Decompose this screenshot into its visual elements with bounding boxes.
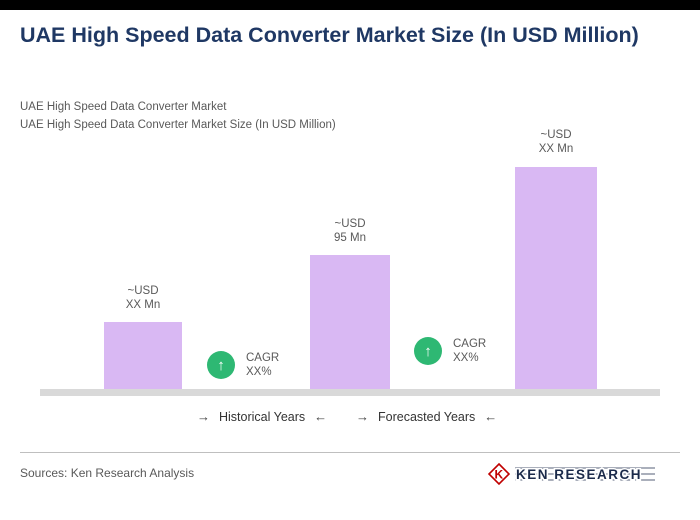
- right-arrow-icon: →: [356, 409, 369, 424]
- cagr2-value: XX%: [453, 352, 479, 364]
- logo-k-letter: K: [495, 468, 504, 482]
- cagr1-value: XX%: [246, 366, 272, 378]
- sources-text: Sources: Ken Research Analysis: [20, 466, 195, 480]
- axis-section-forecasted: → Forecasted Years ←: [356, 409, 497, 424]
- cagr2-label: CAGR: [453, 338, 487, 350]
- logo-text: KEN RESEARCH: [516, 467, 642, 482]
- left-arrow-icon: ←: [314, 409, 328, 424]
- bar-value-label-3: ~USD XX Mn: [495, 128, 617, 156]
- growth-up-arrow-icon: ↑: [207, 351, 235, 379]
- footer-divider: [20, 452, 680, 453]
- bar-historical: [104, 322, 182, 396]
- cagr-text-1: CAGR XX%: [246, 351, 279, 379]
- growth-up-arrow-icon: ↑: [414, 337, 442, 365]
- bar2-label-bottom: 95 Mn: [334, 232, 366, 244]
- bar3-label-bottom: XX Mn: [538, 143, 574, 155]
- left-arrow-icon: ←: [484, 409, 498, 424]
- ken-research-logo: K KEN RESEARCH: [487, 462, 655, 486]
- cagr-text-2: CAGR XX%: [453, 337, 486, 365]
- axis-section-historical: → Historical Years ←: [197, 409, 327, 424]
- bar-chart: ~USD XX Mn ~USD 95 Mn ~USD XX Mn ↑ CAGR …: [40, 120, 660, 396]
- subtitle-line-2: UAE High Speed Data Converter Market Siz…: [20, 119, 336, 131]
- subtitle-line-1: UAE High Speed Data Converter Market: [20, 101, 227, 113]
- bar-forecast: [515, 167, 597, 396]
- bar1-label-top: ~USD: [127, 285, 159, 297]
- right-arrow-icon: →: [197, 409, 210, 424]
- cagr-badge-forecast: ↑ CAGR XX%: [414, 337, 486, 365]
- page-title: UAE High Speed Data Converter Market Siz…: [20, 23, 639, 47]
- cagr-badge-historical: ↑ CAGR XX%: [207, 351, 279, 379]
- historical-years-label: Historical Years: [219, 409, 306, 424]
- cagr1-label: CAGR: [246, 352, 280, 364]
- forecasted-years-label: Forecasted Years: [378, 409, 476, 424]
- x-axis-baseline: [40, 389, 660, 396]
- bar-base-year: [310, 255, 390, 396]
- logo-diamond-icon: [487, 462, 511, 486]
- chart-subtitle: UAE High Speed Data Converter Market UAE…: [20, 98, 336, 134]
- top-black-bar: [0, 0, 700, 10]
- bar-value-label-1: ~USD XX Mn: [84, 284, 202, 312]
- bar3-label-top: ~USD: [540, 129, 572, 141]
- bar1-label-bottom: XX Mn: [125, 299, 161, 311]
- bar-value-label-2: ~USD 95 Mn: [290, 217, 410, 245]
- bar2-label-top: ~USD: [334, 218, 366, 230]
